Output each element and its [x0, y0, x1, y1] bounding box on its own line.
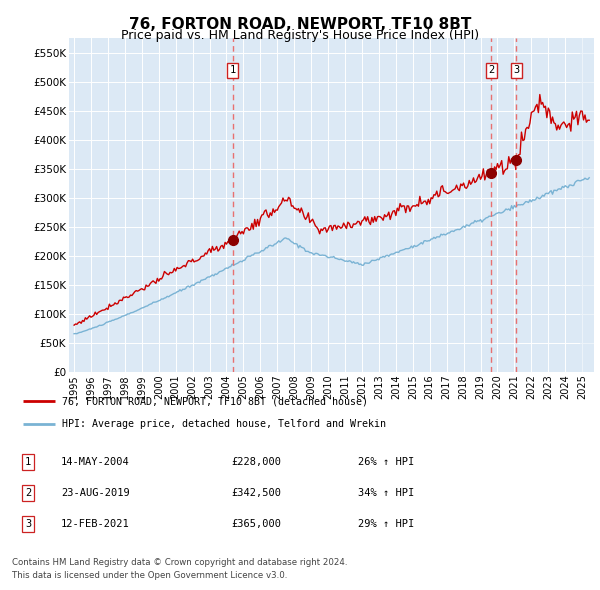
Text: 12-FEB-2021: 12-FEB-2021	[61, 519, 130, 529]
Text: 1: 1	[25, 457, 31, 467]
Text: £228,000: £228,000	[231, 457, 281, 467]
Text: 76, FORTON ROAD, NEWPORT, TF10 8BT: 76, FORTON ROAD, NEWPORT, TF10 8BT	[129, 17, 471, 31]
Text: Contains HM Land Registry data © Crown copyright and database right 2024.: Contains HM Land Registry data © Crown c…	[12, 558, 347, 566]
Text: 2: 2	[25, 488, 31, 498]
Text: 14-MAY-2004: 14-MAY-2004	[61, 457, 130, 467]
Text: £365,000: £365,000	[231, 519, 281, 529]
Text: 3: 3	[25, 519, 31, 529]
Text: £342,500: £342,500	[231, 488, 281, 498]
Text: This data is licensed under the Open Government Licence v3.0.: This data is licensed under the Open Gov…	[12, 571, 287, 580]
Text: 26% ↑ HPI: 26% ↑ HPI	[358, 457, 414, 467]
Text: HPI: Average price, detached house, Telford and Wrekin: HPI: Average price, detached house, Telf…	[62, 419, 386, 430]
Text: 29% ↑ HPI: 29% ↑ HPI	[358, 519, 414, 529]
Text: 2: 2	[488, 65, 494, 76]
Text: 3: 3	[514, 65, 520, 76]
Text: 34% ↑ HPI: 34% ↑ HPI	[358, 488, 414, 498]
Text: Price paid vs. HM Land Registry's House Price Index (HPI): Price paid vs. HM Land Registry's House …	[121, 30, 479, 42]
Text: 1: 1	[230, 65, 236, 76]
Polygon shape	[580, 38, 594, 372]
Text: 23-AUG-2019: 23-AUG-2019	[61, 488, 130, 498]
Text: 76, FORTON ROAD, NEWPORT, TF10 8BT (detached house): 76, FORTON ROAD, NEWPORT, TF10 8BT (deta…	[62, 396, 367, 406]
